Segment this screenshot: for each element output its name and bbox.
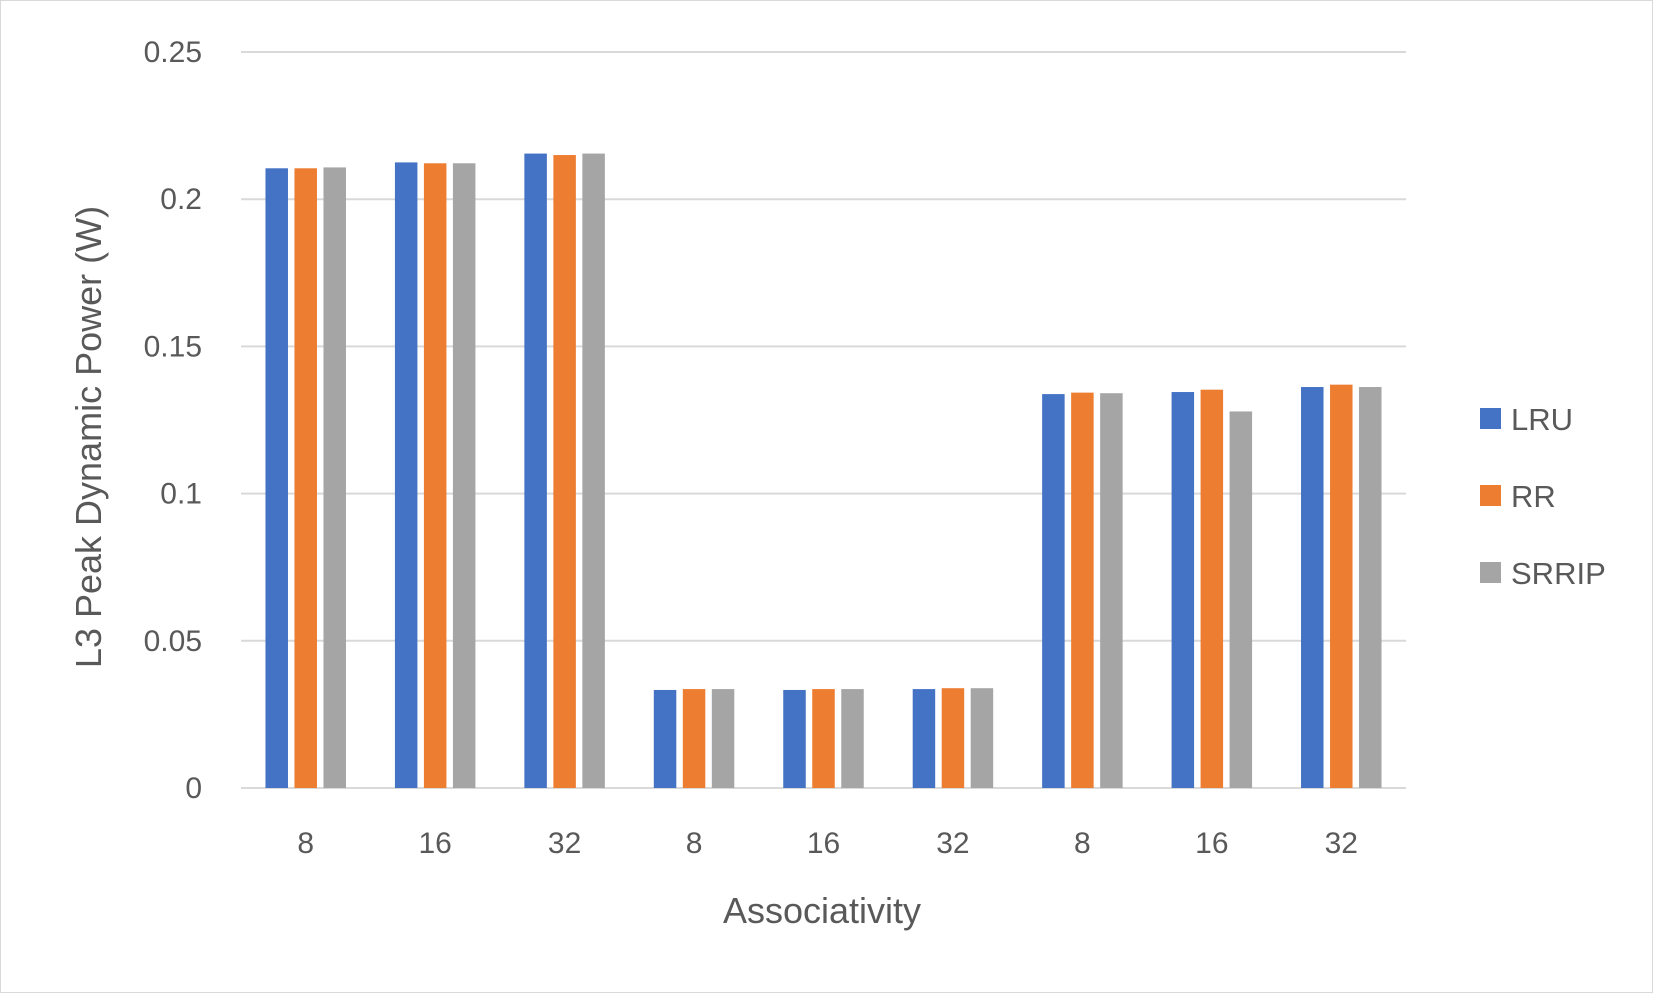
y-tick-label: 0.05 [144, 625, 202, 658]
bar-lru-0 [265, 168, 288, 789]
bar-rr-0 [294, 168, 317, 789]
bar-srrip-7 [1229, 411, 1253, 788]
bar-lru-1 [394, 162, 418, 788]
legend-swatch-lru [1480, 408, 1501, 429]
bar-srrip-4 [841, 689, 864, 788]
x-tick-label: 16 [1195, 827, 1228, 860]
y-tick-label: 0.1 [160, 478, 202, 511]
x-tick-label: 8 [1074, 827, 1091, 860]
bar-srrip-2 [582, 153, 605, 788]
bar-srrip-1 [452, 163, 476, 788]
x-tick-label: 32 [1325, 827, 1358, 860]
bar-lru-3 [653, 689, 677, 788]
bar-rr-8 [1330, 384, 1353, 788]
y-tick-label: 0.15 [144, 330, 202, 363]
legend-swatch-srrip [1480, 562, 1501, 583]
bar-lru-5 [912, 689, 936, 788]
legend-swatch-rr [1480, 485, 1501, 506]
y-tick-label: 0.25 [144, 36, 202, 69]
legend-label-rr: RR [1511, 479, 1556, 514]
y-axis-ticks: 0 0.05 0.1 0.15 0.2 0.25 [144, 36, 202, 805]
bar-srrip-8 [1359, 387, 1382, 788]
bar-lru-7 [1171, 392, 1195, 788]
x-tick-label: 16 [418, 827, 451, 860]
bar-lru-6 [1042, 394, 1065, 788]
bar-rr-2 [553, 155, 576, 789]
bar-srrip-5 [970, 688, 994, 788]
x-axis-title: Associativity [723, 890, 921, 931]
bar-srrip-6 [1100, 393, 1123, 788]
x-tick-label: 8 [297, 827, 314, 860]
bar-srrip-0 [323, 167, 346, 789]
y-tick-label: 0.2 [160, 183, 202, 216]
legend: LRU RR SRRIP [1480, 402, 1606, 591]
bar-lru-8 [1301, 387, 1324, 788]
bar-rr-3 [682, 689, 706, 788]
bar-srrip-3 [711, 689, 735, 788]
bar-rr-4 [812, 689, 835, 788]
bar-rr-5 [941, 688, 965, 788]
bar-rr-1 [423, 163, 447, 788]
legend-label-lru: LRU [1511, 402, 1573, 437]
x-tick-label: 8 [686, 827, 703, 860]
y-axis-title: L3 Peak Dynamic Power (W) [68, 206, 109, 668]
bar-lru-2 [524, 153, 547, 788]
bars [265, 153, 1382, 789]
legend-label-srrip: SRRIP [1511, 556, 1606, 591]
bar-rr-6 [1071, 392, 1094, 788]
bar-lru-4 [783, 689, 806, 788]
x-axis-ticks: 8 16 32 8 16 32 8 16 32 [297, 827, 1358, 860]
x-tick-label: 32 [936, 827, 969, 860]
y-tick-label: 0 [185, 772, 202, 805]
x-tick-label: 16 [807, 827, 840, 860]
x-tick-label: 32 [548, 827, 581, 860]
bar-rr-7 [1200, 389, 1224, 788]
